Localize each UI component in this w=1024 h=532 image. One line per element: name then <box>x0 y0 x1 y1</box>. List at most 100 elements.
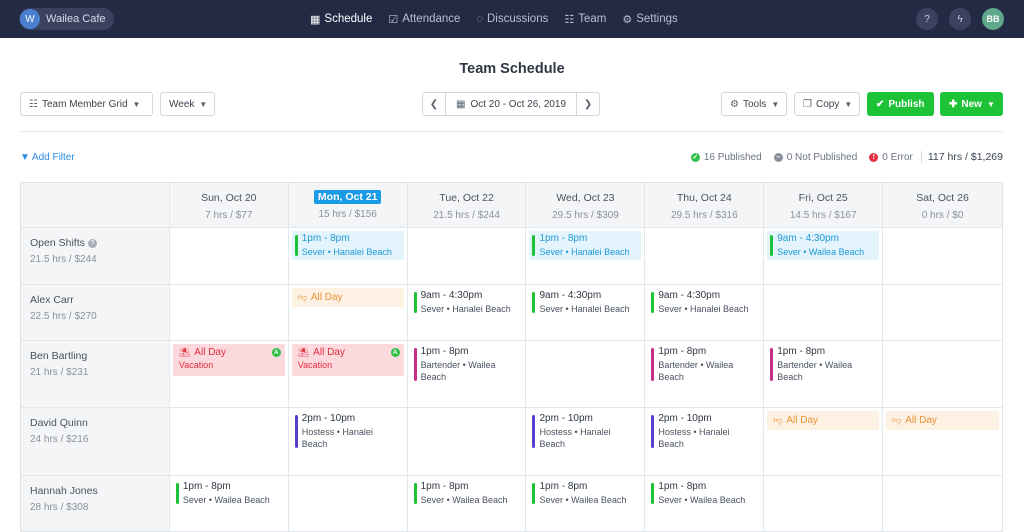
shift-card[interactable]: 1pm - 8pm Bartender • Wailea Beach <box>410 344 523 385</box>
copy-button[interactable]: ❐ Copy ▼ <box>794 92 860 116</box>
date-navigator: ❮ ▦ Oct 20 - Oct 26, 2019 ❯ <box>422 92 601 116</box>
previous-week-button[interactable]: ❮ <box>423 93 445 115</box>
shift-card[interactable]: 1pm - 8pm Sever • Wailea Beach <box>172 479 285 508</box>
schedule-cell[interactable]: 1pm - 8pm Bartender • Wailea Beach <box>645 341 765 407</box>
schedule-cell[interactable] <box>289 476 408 531</box>
next-week-button[interactable]: ❯ <box>577 93 599 115</box>
shift-card[interactable]: 1pm - 8pm Bartender • Wailea Beach <box>648 344 761 385</box>
day-header[interactable]: Thu, Oct 24 29.5 hrs / $316 <box>645 183 765 227</box>
day-header[interactable]: Mon, Oct 21 15 hrs / $156 <box>288 183 408 227</box>
day-header[interactable]: Wed, Oct 23 29.5 hrs / $309 <box>526 183 646 227</box>
question-circle-icon[interactable]: ? <box>87 239 97 248</box>
day-header[interactable]: Fri, Oct 25 14.5 hrs / $167 <box>764 183 884 227</box>
shift-card[interactable]: 2pm - 10pm Hostess • Hanalei Beach <box>291 411 404 452</box>
published-status: ✓ 16 Published <box>690 152 762 163</box>
shift-card[interactable]: 9am - 4:30pm Sever • Hanalei Beach <box>410 288 523 317</box>
schedule-cell[interactable]: 👎︎ All Day <box>764 408 884 475</box>
employee-cell[interactable]: Alex Carr 22.5 hrs / $270 <box>21 285 170 340</box>
schedule-cell[interactable]: ⛱ All Day Vacation A <box>170 341 289 407</box>
tools-button[interactable]: ⚙ Tools ▼ <box>721 92 787 116</box>
new-button[interactable]: ✚ New ▼ <box>940 92 1003 116</box>
schedule-cell[interactable] <box>645 228 765 284</box>
shift-card[interactable]: 1pm - 8pm Sever • Wailea Beach <box>648 479 761 508</box>
schedule-cell[interactable]: ⛱ All Day Vacation A <box>289 341 408 407</box>
unavailable-all-day-card[interactable]: 👎︎ All Day <box>291 288 404 307</box>
open-shift-card[interactable]: 1pm - 8pm Sever • Hanalei Beach <box>291 231 404 260</box>
shift-card[interactable]: 2pm - 10pm Hostess • Hanalei Beach <box>529 411 642 452</box>
schedule-cell[interactable]: 2pm - 10pm Hostess • Hanalei Beach <box>289 408 408 475</box>
schedule-cell[interactable] <box>170 408 289 475</box>
view-select-button[interactable]: ☷ Team Member Grid ▼ <box>20 92 153 116</box>
minus-circle-icon: – <box>773 152 783 162</box>
schedule-cell[interactable]: 9am - 4:30pm Sever • Hanalei Beach <box>645 285 765 340</box>
day-header-name: Tue, Oct 22 <box>439 192 494 204</box>
shift-card[interactable]: 9am - 4:30pm Sever • Hanalei Beach <box>648 288 761 317</box>
schedule-cell[interactable] <box>408 408 527 475</box>
shift-time: 2pm - 10pm <box>539 413 593 424</box>
schedule-cell[interactable]: 2pm - 10pm Hostess • Hanalei Beach <box>645 408 765 475</box>
schedule-cell[interactable]: 1pm - 8pm Sever • Wailea Beach <box>526 476 646 531</box>
user-avatar[interactable]: BB <box>982 8 1004 30</box>
schedule-cell[interactable]: 1pm - 8pm Sever • Wailea Beach <box>408 476 527 531</box>
publish-button[interactable]: ✔ Publish <box>867 92 934 116</box>
shift-card[interactable]: 9am - 4:30pm Sever • Hanalei Beach <box>529 288 642 317</box>
schedule-cell[interactable]: 1pm - 8pm Sever • Wailea Beach <box>645 476 765 531</box>
employee-cell[interactable]: Open Shifts? 21.5 hrs / $244 <box>21 228 170 284</box>
schedule-cell[interactable] <box>764 476 884 531</box>
schedule-cell[interactable]: 1pm - 8pm Bartender • Wailea Beach <box>764 341 884 407</box>
workspace-switcher[interactable]: W Wailea Cafe <box>19 8 114 30</box>
day-header[interactable]: Sat, Oct 26 0 hrs / $0 <box>883 183 1002 227</box>
schedule-cell[interactable]: 👎︎ All Day <box>289 285 408 340</box>
employee-cell[interactable]: David Quinn 24 hrs / $216 <box>21 408 170 475</box>
add-filter-link[interactable]: ▼ Add Filter <box>20 152 75 163</box>
schedule-cell[interactable] <box>883 285 1002 340</box>
schedule-cell[interactable] <box>408 228 527 284</box>
nav-team[interactable]: ☷ Team <box>564 13 606 26</box>
users-icon: ☷ <box>29 98 38 110</box>
schedule-cell[interactable]: 1pm - 8pm Sever • Wailea Beach <box>170 476 289 531</box>
schedule-cell[interactable]: 👎︎ All Day <box>883 408 1002 475</box>
day-header[interactable]: Tue, Oct 22 21.5 hrs / $244 <box>407 183 527 227</box>
shift-time: 1pm - 8pm <box>658 346 707 357</box>
period-select-button[interactable]: Week ▼ <box>160 92 215 116</box>
shift-card[interactable]: 1pm - 8pm Sever • Wailea Beach <box>410 479 523 508</box>
nav-attendance[interactable]: ☑ Attendance <box>388 13 460 26</box>
day-header[interactable]: Sun, Oct 20 7 hrs / $77 <box>169 183 289 227</box>
employee-row: Open Shifts? 21.5 hrs / $244 1pm - 8pm Seve… <box>21 228 1002 285</box>
unavailable-all-day-card[interactable]: 👎︎ All Day <box>886 411 999 430</box>
schedule-cell[interactable]: 1pm - 8pm Bartender • Wailea Beach <box>408 341 527 407</box>
publish-status-summary: ✓ 16 Published – 0 Not Published ! 0 Err… <box>690 151 1003 163</box>
schedule-cell[interactable] <box>883 476 1002 531</box>
date-range-picker[interactable]: ▦ Oct 20 - Oct 26, 2019 <box>445 93 578 115</box>
nav-discussions[interactable]: ◌ Discussions <box>476 13 548 25</box>
nav-schedule[interactable]: ▦ Schedule <box>310 13 372 26</box>
employee-row: Hannah Jones 28 hrs / $308 1pm - 8pm Sever … <box>21 476 1002 532</box>
schedule-cell[interactable]: 1pm - 8pm Sever • Hanalei Beach <box>289 228 408 284</box>
time-off-card[interactable]: ⛱ All Day Vacation A <box>291 344 404 376</box>
open-shift-card[interactable]: 9am - 4:30pm Sever • Wailea Beach <box>767 231 880 260</box>
schedule-cell[interactable]: 9am - 4:30pm Sever • Wailea Beach <box>764 228 884 284</box>
employee-cell[interactable]: Ben Bartling 21 hrs / $231 <box>21 341 170 407</box>
chevron-down-icon: ▼ <box>771 99 780 109</box>
shift-card[interactable]: 1pm - 8pm Bartender • Wailea Beach <box>767 344 880 385</box>
nav-settings[interactable]: ⚙ Settings <box>622 13 677 26</box>
time-off-card[interactable]: ⛱ All Day Vacation A <box>172 344 285 376</box>
copy-label: Copy <box>815 98 840 110</box>
schedule-cell[interactable] <box>170 228 289 284</box>
schedule-cell[interactable] <box>526 341 646 407</box>
unavailable-all-day-card[interactable]: 👎︎ All Day <box>767 411 880 430</box>
help-button[interactable]: ? <box>916 8 938 30</box>
schedule-cell[interactable] <box>170 285 289 340</box>
shift-card[interactable]: 1pm - 8pm Sever • Wailea Beach <box>529 479 642 508</box>
schedule-cell[interactable]: 1pm - 8pm Sever • Hanalei Beach <box>526 228 646 284</box>
shift-card[interactable]: 2pm - 10pm Hostess • Hanalei Beach <box>648 411 761 452</box>
schedule-cell[interactable] <box>764 285 884 340</box>
schedule-cell[interactable]: 9am - 4:30pm Sever • Hanalei Beach <box>408 285 527 340</box>
schedule-cell[interactable]: 2pm - 10pm Hostess • Hanalei Beach <box>526 408 646 475</box>
schedule-cell[interactable] <box>883 228 1002 284</box>
employee-cell[interactable]: Hannah Jones 28 hrs / $308 <box>21 476 170 531</box>
schedule-cell[interactable] <box>883 341 1002 407</box>
schedule-cell[interactable]: 9am - 4:30pm Sever • Hanalei Beach <box>526 285 646 340</box>
open-shift-card[interactable]: 1pm - 8pm Sever • Hanalei Beach <box>529 231 642 260</box>
whats-new-button[interactable]: ϟ <box>949 8 971 30</box>
